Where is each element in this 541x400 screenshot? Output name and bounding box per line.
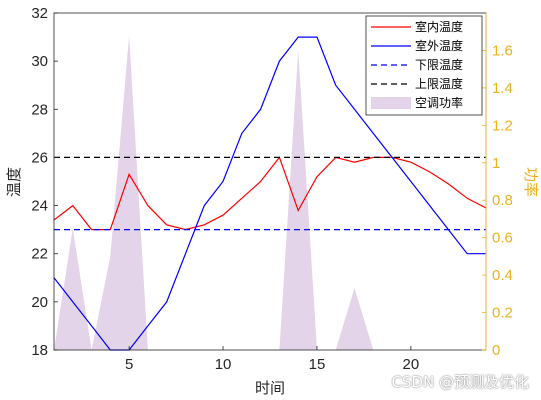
y-right-tick-label: 0.2 — [492, 305, 513, 322]
series-line-0 — [53, 156, 487, 231]
legend-swatch-4 — [371, 97, 411, 109]
y-left-tick-label: 18 — [31, 342, 48, 359]
legend-label-0: 室内温度 — [415, 19, 463, 34]
y-left-tick-label: 24 — [31, 198, 48, 215]
x-tick-label: 5 — [125, 356, 133, 373]
x-tick-label: 10 — [215, 356, 232, 373]
legend-label-2: 下限温度 — [415, 57, 463, 72]
y-left-tick-label: 22 — [31, 246, 48, 263]
bottom-axis: 5 10 15 20 — [125, 346, 419, 373]
y-left-tick-label: 30 — [31, 53, 48, 70]
y-left-tick-label: 32 — [31, 5, 48, 22]
y-right-tick-label: 1.4 — [492, 80, 513, 97]
legend-label-3: 上限温度 — [415, 76, 463, 91]
y-right-tick-label: 1.2 — [492, 117, 513, 134]
left-axis-title: 温度 — [5, 167, 23, 197]
y-left-tick-label: 20 — [31, 294, 48, 311]
legend-label-1: 室外温度 — [415, 38, 463, 53]
y-left-tick-label: 26 — [31, 149, 48, 166]
y-left-tick-label: 28 — [31, 101, 48, 118]
y-right-tick-label: 1 — [492, 155, 500, 172]
y-right-tick-label: 0.6 — [492, 230, 513, 247]
y-right-tick-label: 0 — [492, 342, 500, 359]
right-axis-title: 功率 — [522, 167, 540, 197]
right-axis: 0 0.2 0.4 0.6 0.8 1 1.2 1.4 1.6 — [482, 13, 513, 359]
legend-label-4: 空调功率 — [415, 95, 463, 110]
x-tick-label: 15 — [309, 356, 326, 373]
left-axis: 18 20 22 24 26 28 30 32 — [31, 5, 58, 359]
watermark: CSDN @预测及优化 — [391, 373, 529, 391]
y-right-tick-label: 0.8 — [492, 192, 513, 209]
x-tick-label: 20 — [403, 356, 420, 373]
x-axis-title: 时间 — [255, 379, 285, 397]
y-right-tick-label: 1.6 — [492, 42, 513, 59]
y-right-tick-label: 0.4 — [492, 267, 513, 284]
